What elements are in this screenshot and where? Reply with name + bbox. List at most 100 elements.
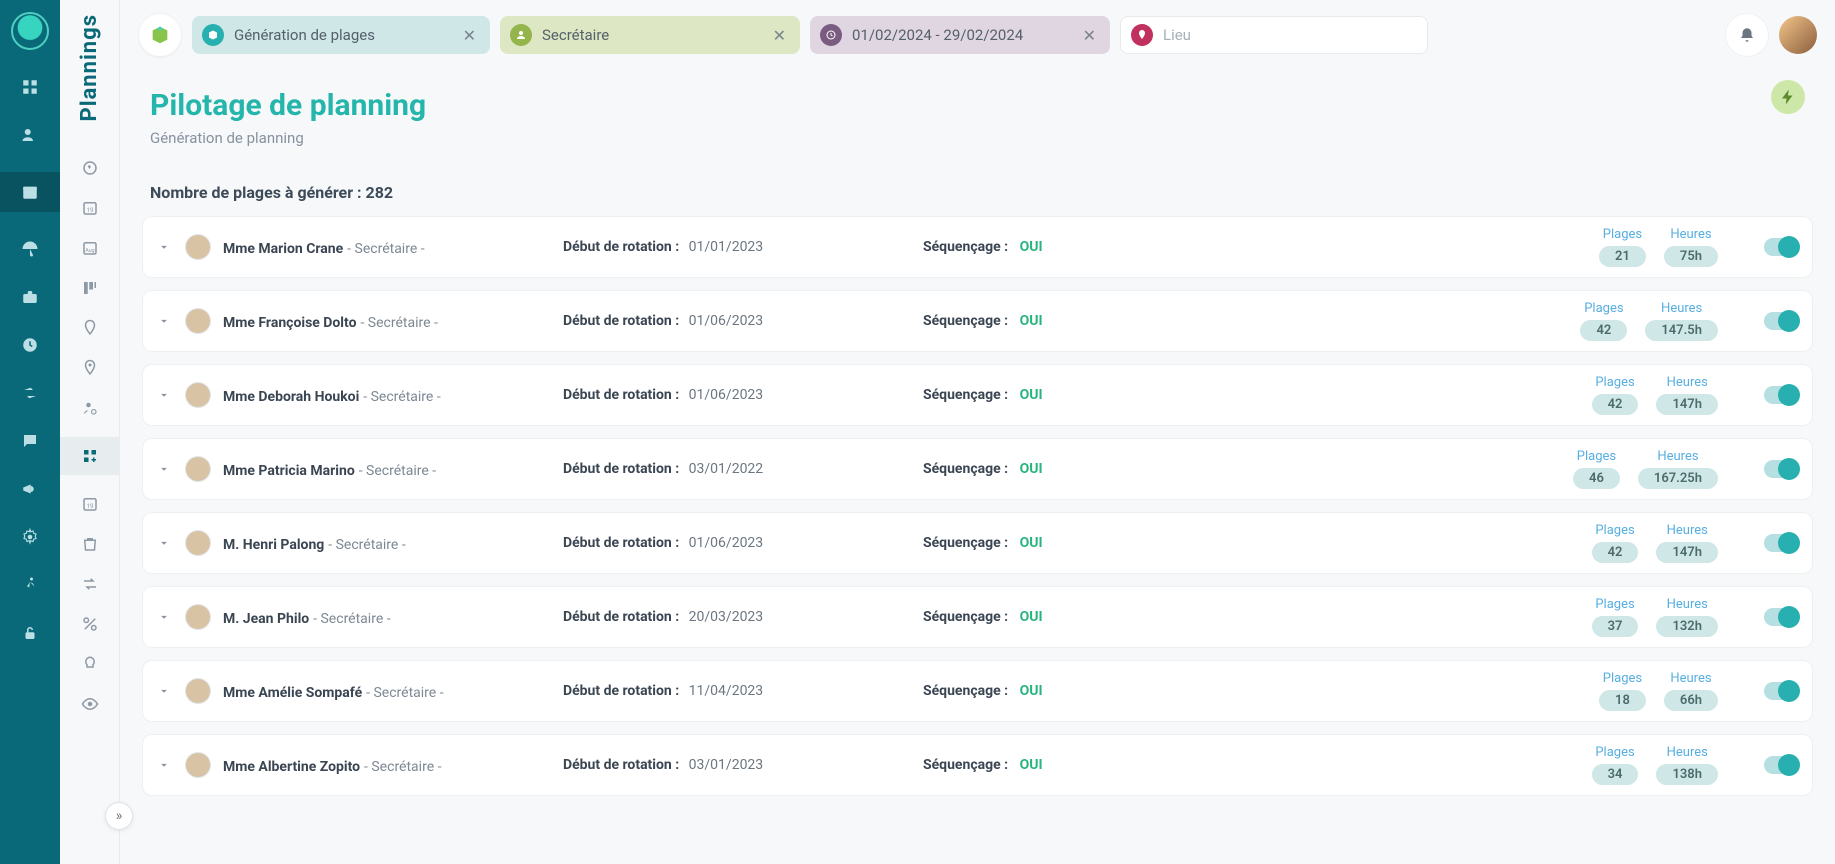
row-toggle[interactable] (1718, 608, 1798, 626)
row-toggle[interactable] (1718, 534, 1798, 552)
row-toggle[interactable] (1718, 386, 1798, 404)
person-avatar (185, 308, 211, 334)
side-pin1-icon[interactable] (79, 317, 101, 339)
side-swap-icon[interactable] (79, 573, 101, 595)
person-avatar (185, 456, 211, 482)
expand-chevron-icon[interactable] (157, 536, 185, 550)
app-logo (11, 12, 49, 50)
filter-role[interactable]: Secrétaire ✕ (500, 16, 800, 54)
side-kanban-icon[interactable] (79, 277, 101, 299)
rotation-block: Début de rotation : 01/06/2023 (563, 535, 923, 551)
filter-location-placeholder: Lieu (1163, 26, 1417, 44)
filter-date[interactable]: 01/02/2024 - 29/02/2024 ✕ (810, 16, 1110, 54)
sequencing-block: Séquençage : OUI (923, 461, 1183, 477)
side-trash-icon[interactable] (79, 533, 101, 555)
expand-chevron-icon[interactable] (157, 684, 185, 698)
rail-clock-icon[interactable] (19, 334, 41, 356)
person-avatar (185, 234, 211, 260)
rotation-block: Début de rotation : 01/06/2023 (563, 313, 923, 329)
person-role: - Secrétaire - (366, 685, 443, 701)
notifications-button[interactable] (1725, 13, 1769, 57)
rail-briefcase-icon[interactable] (19, 286, 41, 308)
side-eye-icon[interactable] (79, 693, 101, 715)
metrics-block: Plages 34 Heures 138h (1183, 745, 1718, 785)
rail-lock-icon[interactable] (19, 622, 41, 644)
person-name: M. Henri Palong (223, 537, 324, 553)
row-toggle[interactable] (1718, 682, 1798, 700)
metrics-block: Plages 42 Heures 147h (1183, 523, 1718, 563)
user-icon (510, 24, 532, 46)
clear-icon[interactable]: ✕ (769, 26, 790, 45)
metric-heures: Heures 138h (1656, 745, 1718, 785)
side-calaug-icon[interactable]: Aug (79, 237, 101, 259)
sequencing-block: Séquençage : OUI (923, 313, 1183, 329)
side-bulb-icon[interactable] (79, 653, 101, 675)
expand-chevron-icon[interactable] (157, 388, 185, 402)
side-modules-icon[interactable] (60, 437, 120, 475)
side-pin2-icon[interactable] (79, 357, 101, 379)
row-toggle[interactable] (1718, 756, 1798, 774)
clear-icon[interactable]: ✕ (1079, 26, 1100, 45)
metrics-block: Plages 21 Heures 75h (1183, 227, 1718, 267)
person-name-block: Mme Françoise Dolto - Secrétaire - (223, 312, 563, 331)
rows-container: Mme Marion Crane - Secrétaire - Début de… (120, 216, 1835, 796)
metrics-block: Plages 37 Heures 132h (1183, 597, 1718, 637)
rail-running-icon[interactable] (19, 574, 41, 596)
main-area: Génération de plages ✕ Secrétaire ✕ 01/0… (120, 0, 1835, 864)
person-role: - Secrétaire - (313, 611, 390, 627)
side-cal19b-icon[interactable]: 19 (79, 493, 101, 515)
filter-location[interactable]: Lieu (1120, 16, 1428, 54)
person-row: Mme Amélie Sompafé - Secrétaire - Début … (142, 660, 1813, 722)
filter-generation[interactable]: Génération de plages ✕ (192, 16, 490, 54)
rail-calendar-icon[interactable] (0, 172, 60, 212)
rail-umbrella-icon[interactable] (19, 238, 41, 260)
metric-heures: Heures 167.25h (1638, 449, 1718, 489)
person-role: - Secrétaire - (359, 463, 436, 479)
primary-nav-rail (0, 0, 60, 864)
rail-gear-icon[interactable] (19, 526, 41, 548)
rail-megaphone-icon[interactable] (19, 478, 41, 500)
side-brain-icon[interactable] (79, 157, 101, 179)
person-row: Mme Patricia Marino - Secrétaire - Début… (142, 438, 1813, 500)
sequencing-block: Séquençage : OUI (923, 535, 1183, 551)
metrics-block: Plages 42 Heures 147.5h (1183, 301, 1718, 341)
sequencing-block: Séquençage : OUI (923, 239, 1183, 255)
row-toggle[interactable] (1718, 312, 1798, 330)
metric-heures: Heures 147h (1656, 523, 1718, 563)
expand-chevron-icon[interactable] (157, 758, 185, 772)
user-avatar[interactable] (1779, 16, 1817, 54)
person-name-block: M. Jean Philo - Secrétaire - (223, 608, 563, 627)
topbar: Génération de plages ✕ Secrétaire ✕ 01/0… (120, 0, 1835, 70)
expand-chevron-icon[interactable] (157, 462, 185, 476)
person-role: - Secrétaire - (328, 537, 405, 553)
sidebar-collapse-button[interactable]: » (105, 802, 133, 830)
side-cal19-icon[interactable]: 19 (79, 197, 101, 219)
generate-button[interactable] (1771, 80, 1805, 114)
row-toggle[interactable] (1718, 460, 1798, 478)
rail-chat-icon[interactable] (19, 430, 41, 452)
person-name: Mme Patricia Marino (223, 463, 355, 479)
rail-swap-icon[interactable] (19, 382, 41, 404)
count-label: Nombre de plages à générer : 282 (150, 183, 1805, 202)
page-header: Pilotage de planning Génération de plann… (120, 70, 1835, 147)
metric-plages: Plages 21 (1599, 227, 1646, 267)
expand-chevron-icon[interactable] (157, 314, 185, 328)
expand-chevron-icon[interactable] (157, 610, 185, 624)
home-button[interactable] (138, 13, 182, 57)
rail-users-icon[interactable] (19, 124, 41, 146)
clear-icon[interactable]: ✕ (459, 26, 480, 45)
row-toggle[interactable] (1718, 238, 1798, 256)
rotation-block: Début de rotation : 03/01/2023 (563, 757, 923, 773)
filter-role-text: Secrétaire (542, 26, 759, 44)
person-role: - Secrétaire - (347, 241, 424, 257)
side-percent-icon[interactable] (79, 613, 101, 635)
clock-icon (820, 24, 842, 46)
page-subtitle: Génération de planning (150, 129, 1805, 147)
rotation-block: Début de rotation : 03/01/2022 (563, 461, 923, 477)
secondary-sidebar: Plannings 19 Aug 19 » (60, 0, 120, 864)
metric-heures: Heures 147h (1656, 375, 1718, 415)
side-usercog-icon[interactable] (79, 397, 101, 419)
rail-dashboard-icon[interactable] (19, 76, 41, 98)
expand-chevron-icon[interactable] (157, 240, 185, 254)
person-name: Mme Deborah Houkoi (223, 389, 359, 405)
